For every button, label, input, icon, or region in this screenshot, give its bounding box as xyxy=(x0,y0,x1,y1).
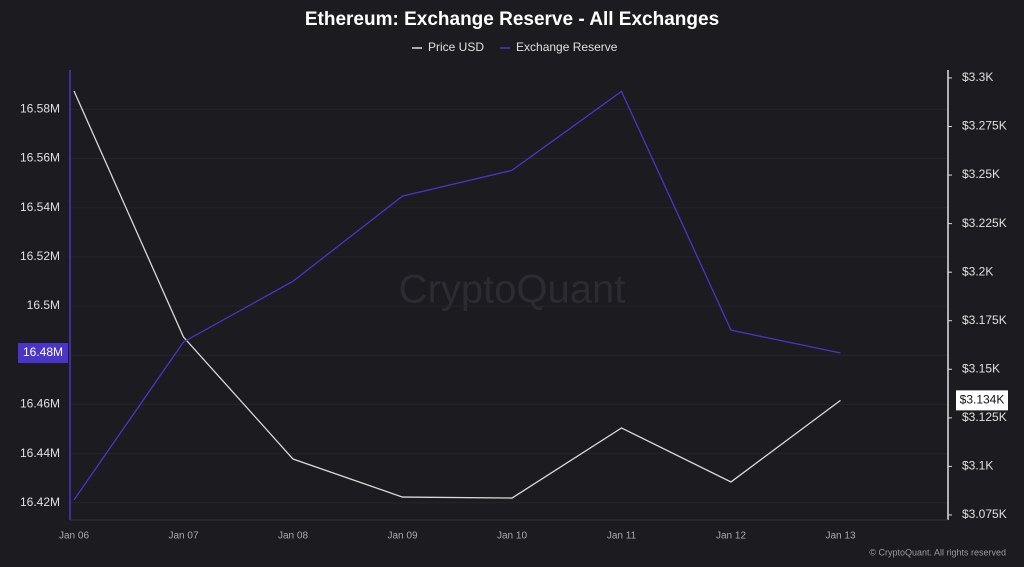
x-tick-label: Jan 12 xyxy=(716,531,746,542)
y-tick-label: 16.56M xyxy=(20,151,60,165)
y-tick-label: 16.46M xyxy=(20,397,60,411)
y-tick-label: 16.58M xyxy=(20,102,60,116)
y2-tick-label: $3.125K xyxy=(962,410,1007,424)
x-tick-label: Jan 13 xyxy=(825,531,855,542)
x-tick-label: Jan 06 xyxy=(59,531,89,542)
x-tick-label: Jan 08 xyxy=(278,531,308,542)
chart-title: Ethereum: Exchange Reserve - All Exchang… xyxy=(305,9,719,30)
y-tick-label: 16.52M xyxy=(20,249,60,263)
y2-tick-label: $3.075K xyxy=(962,507,1007,521)
legend-label: Price USD xyxy=(428,40,484,54)
y-tick-label: 16.54M xyxy=(20,200,60,214)
series-line xyxy=(73,90,841,501)
y-tick-label: 16.44M xyxy=(20,446,60,460)
y2-tick-label: $3.225K xyxy=(962,216,1007,230)
y-tick-label: 16.42M xyxy=(20,495,60,509)
footer: © CryptoQuant. All rights reserved xyxy=(869,547,1006,557)
series-line xyxy=(73,90,841,499)
last-value-label: 16.48M xyxy=(23,345,63,359)
y2-tick-label: $3.15K xyxy=(962,361,1000,375)
last-value-label: $3.134K xyxy=(960,393,1005,407)
y2-tick-label: $3.175K xyxy=(962,313,1007,327)
y-tick-label: 16.5M xyxy=(27,298,60,312)
legend-label: Exchange Reserve xyxy=(516,40,618,54)
x-tick-label: Jan 11 xyxy=(607,531,637,542)
y2-tick-label: $3.275K xyxy=(962,119,1007,133)
y2-tick-label: $3.25K xyxy=(962,167,1000,181)
x-tick-label: Jan 10 xyxy=(497,531,527,542)
last-value-box xyxy=(18,343,68,364)
x-tick-label: Jan 07 xyxy=(168,531,198,542)
watermark: CryptoQuant xyxy=(399,268,626,312)
x-tick-label: Jan 09 xyxy=(387,531,417,542)
y2-tick-label: $3.3K xyxy=(962,70,993,84)
y2-tick-label: $3.1K xyxy=(962,459,993,473)
y2-tick-label: $3.2K xyxy=(962,264,993,278)
last-value-box xyxy=(956,390,1008,411)
